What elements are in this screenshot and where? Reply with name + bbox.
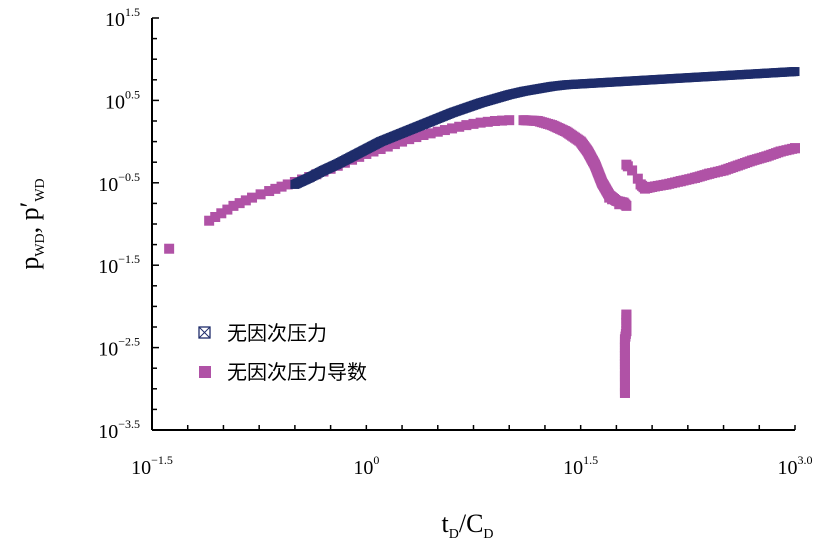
data-marks <box>164 67 800 398</box>
data-point <box>439 125 450 136</box>
legend-marker-derivative <box>199 366 211 378</box>
axes <box>151 17 796 431</box>
data-point <box>489 116 500 126</box>
data-point <box>247 192 258 203</box>
data-point <box>504 115 515 126</box>
data-point <box>204 215 215 226</box>
legend-label-derivative: 无因次压力导数 <box>227 361 367 384</box>
y-tick-label: 10−3.5 <box>98 417 140 443</box>
data-point <box>375 144 386 155</box>
data-point <box>255 189 266 200</box>
axis-titles: tD/CD pWD, p′WD <box>15 178 494 542</box>
data-point <box>468 118 479 129</box>
x-axis-title: tD/CD <box>441 509 493 542</box>
data-point <box>164 243 175 254</box>
data-point <box>418 130 429 141</box>
data-point <box>382 141 393 152</box>
data-point <box>482 116 493 127</box>
x-tick-label: 103.0 <box>778 453 813 479</box>
y-axis-title-group: pWD, p′WD <box>15 178 48 269</box>
data-point <box>240 195 251 206</box>
data-point <box>627 165 638 176</box>
data-point <box>607 194 618 205</box>
y-tick-label: 10−1.5 <box>98 252 140 278</box>
series-0 <box>290 67 800 189</box>
data-point <box>621 200 632 211</box>
data-point <box>614 199 625 210</box>
series-1 <box>164 115 800 398</box>
data-point <box>497 115 508 126</box>
data-point <box>411 132 422 143</box>
data-point <box>790 67 800 77</box>
y-tick-label: 101.5 <box>105 5 140 31</box>
data-point <box>276 181 287 192</box>
y-tick-label: 10−2.5 <box>98 335 140 361</box>
x-tick-label: 10−1.5 <box>131 453 173 479</box>
legend-marker-pressure-cross <box>198 326 211 339</box>
data-point <box>234 198 245 209</box>
x-tick-label: 100 <box>353 453 379 479</box>
data-point <box>632 173 643 184</box>
data-point <box>432 126 443 137</box>
data-point <box>216 208 227 219</box>
data-point <box>790 143 800 154</box>
x-tick-label: 101.5 <box>563 453 598 479</box>
data-point <box>447 123 458 134</box>
data-point <box>461 120 472 131</box>
legend-label-pressure: 无因次压力 <box>227 322 327 345</box>
data-point <box>619 387 630 398</box>
data-point <box>222 204 233 215</box>
y-tick-label: 10−0.5 <box>98 170 140 196</box>
y-tick-label: 100.5 <box>105 87 140 113</box>
data-point <box>270 183 281 194</box>
data-point <box>228 200 239 211</box>
data-point <box>454 121 465 132</box>
data-point <box>397 136 408 147</box>
data-point <box>282 179 293 190</box>
y-axis-title: pWD, p′WD <box>15 178 48 269</box>
data-point <box>389 139 400 150</box>
tick-labels: 101.5 100.5 10−0.5 10−1.5 10−2.5 10−3.5 10−1.5… <box>98 5 812 479</box>
data-point <box>475 117 486 128</box>
data-point <box>264 186 275 197</box>
data-point <box>210 211 221 222</box>
data-point <box>425 128 436 139</box>
data-point <box>404 134 415 145</box>
